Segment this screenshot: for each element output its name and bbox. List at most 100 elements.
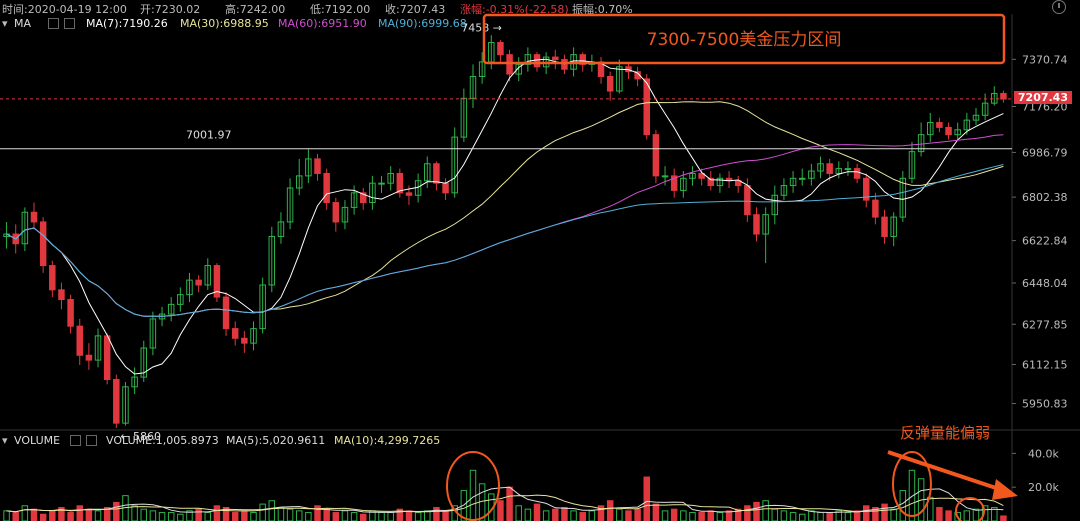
volume-bar: [414, 512, 422, 521]
volume-bar: [698, 512, 705, 521]
ma-close-icon[interactable]: [64, 18, 75, 29]
volume-bar: [1000, 515, 1007, 521]
price-tick-label: 6448.04: [1022, 277, 1068, 290]
candle-body: [30, 211, 38, 223]
volume-bar: [524, 508, 532, 521]
volume-bar: [21, 505, 29, 521]
volume-bar: [771, 508, 779, 521]
volume-bar: [753, 501, 760, 521]
volume-ma10-label: MA(10):4,299.7265: [334, 434, 441, 447]
volume-bar: [131, 505, 138, 521]
volume-bar: [542, 510, 550, 521]
volume-highlight-circle: [891, 451, 932, 517]
low-marker: ← 5860: [120, 430, 161, 443]
candle-body: [222, 296, 230, 330]
volume-bar: [350, 512, 358, 521]
candle-body: [881, 216, 888, 237]
candle-body: [515, 63, 522, 75]
candle-body: [405, 192, 413, 196]
volume-bar: [250, 512, 257, 521]
candle-body: [1000, 92, 1007, 100]
current-price-tag: 7207.43: [1013, 90, 1072, 104]
candle-body: [387, 172, 394, 184]
volume-bar: [835, 510, 843, 521]
candle-body: [927, 122, 934, 136]
volume-name: VOLUME: [14, 434, 61, 447]
volume-bar: [158, 512, 166, 521]
volume-bar: [231, 512, 239, 521]
volume-bar: [76, 505, 83, 521]
volume-bar: [506, 486, 513, 521]
high-marker: 7458 →: [461, 21, 502, 34]
resistance-zone-label: 7300-7500美金压力区间: [647, 30, 842, 50]
volume-bar: [881, 503, 888, 521]
volume-bar: [716, 512, 724, 521]
volume-bar: [515, 505, 522, 521]
candle-body: [698, 172, 705, 179]
candle-body: [58, 289, 65, 301]
ma-collapse-icon[interactable]: ▾: [2, 17, 8, 30]
candle-body: [497, 42, 504, 56]
volume-bar: [177, 513, 184, 521]
info-icon[interactable]: [1052, 0, 1066, 14]
header-high: 高:7242.00: [225, 3, 286, 16]
volume-bar: [625, 510, 632, 521]
volume-bar: [332, 512, 340, 521]
candle-body: [360, 192, 367, 204]
candle-body: [643, 78, 650, 136]
candle-body: [808, 170, 815, 179]
candle-body: [277, 221, 285, 237]
volume-settings-icon[interactable]: [70, 435, 81, 446]
candle-body: [561, 59, 568, 70]
candle-body: [579, 54, 586, 65]
volume-bar: [478, 483, 486, 521]
volume-bar: [387, 512, 394, 521]
candle-body: [853, 168, 861, 179]
trend-arrow-head: [992, 479, 1018, 500]
resistance-zone-box: [482, 13, 1006, 65]
candle-body: [734, 180, 742, 187]
volume-bar: [241, 510, 248, 521]
candle-body: [295, 175, 303, 189]
ma7-label: MA(7):7190.26: [86, 17, 168, 30]
volume-bar: [213, 505, 221, 521]
volume-bar: [195, 508, 202, 521]
volume-bar: [186, 510, 193, 521]
price-tick-label: 7370.74: [1022, 53, 1068, 66]
volume-bar: [49, 510, 56, 521]
candle-body: [634, 71, 641, 80]
header-change: 涨幅:-0.31%(-22.58): [460, 3, 569, 16]
candle-body: [259, 284, 266, 330]
candle-body: [241, 337, 248, 344]
volume-bar: [39, 513, 47, 521]
weak-volume-label: 反弹量能偏弱: [900, 424, 990, 442]
candle-body: [936, 122, 943, 128]
candle-body: [49, 265, 56, 291]
candle-body: [231, 328, 239, 339]
volume-bar: [972, 508, 980, 521]
volume-bar: [808, 510, 815, 521]
candle-body: [771, 194, 779, 216]
candle-body: [744, 185, 751, 216]
candle-body: [177, 294, 184, 305]
volume-close-icon[interactable]: [86, 435, 97, 446]
volume-collapse-icon[interactable]: ▾: [2, 434, 8, 447]
volume-bar: [12, 512, 19, 521]
volume-ma10-line: [6, 494, 1004, 513]
candle-body: [94, 335, 102, 361]
volume-bar: [167, 512, 175, 521]
volume-bar: [826, 512, 833, 521]
volume-bar: [286, 508, 294, 521]
candle-body: [826, 163, 833, 174]
ma-settings-icon[interactable]: [48, 18, 59, 29]
volume-bar: [945, 510, 952, 521]
candle-body: [195, 279, 202, 286]
volume-bar: [899, 490, 907, 521]
volume-highlight-circle: [445, 451, 500, 521]
candle-body: [753, 214, 760, 235]
candle-body: [872, 199, 879, 218]
ohlc-header: 时间:2020-04-19 12:00 开:7230.02 高:7242.00 …: [0, 0, 1080, 16]
ma90-line: [6, 164, 1004, 317]
candle-body: [972, 114, 980, 121]
